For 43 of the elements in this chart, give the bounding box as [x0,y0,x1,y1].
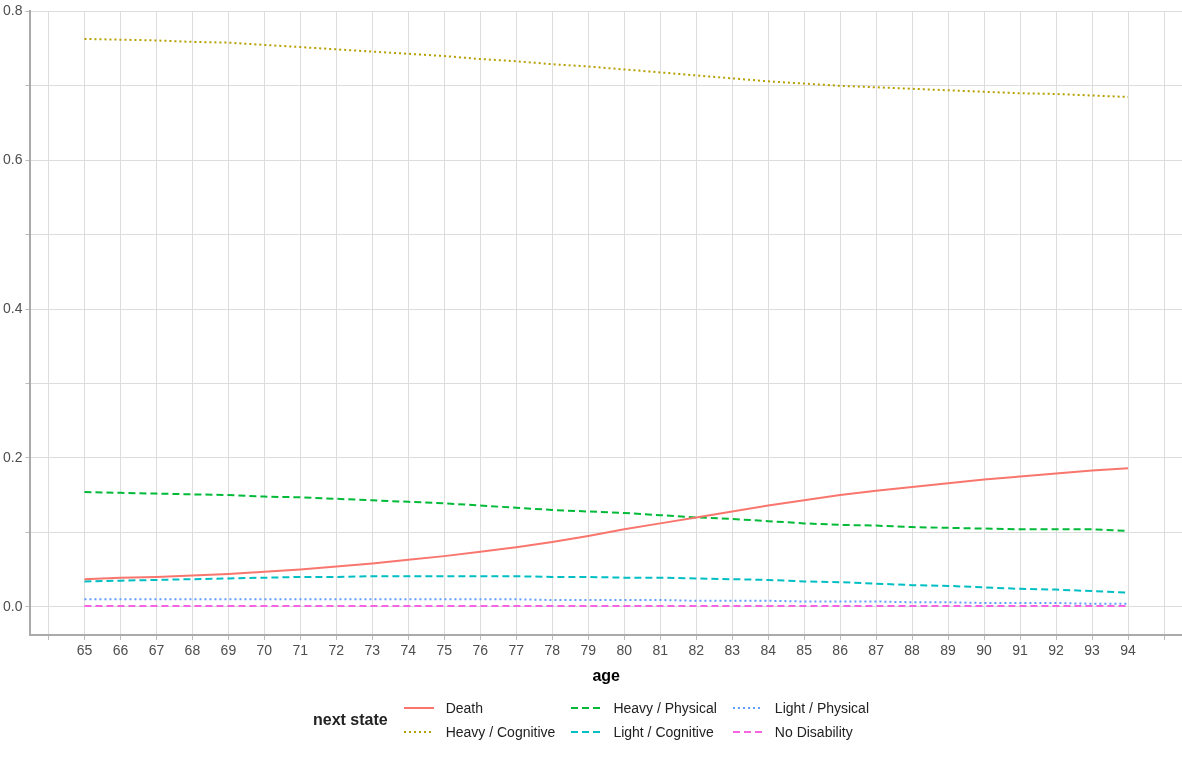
x-tick-label: 83 [724,642,741,659]
x-tick-label: 82 [688,642,705,659]
x-tick-label: 87 [868,642,885,659]
x-tick-label: 74 [400,642,417,659]
y-tick-label: 0.2 [2,448,23,465]
x-tick-label: 92 [1048,642,1065,659]
x-tick-label: 85 [796,642,813,659]
x-tick-label: 84 [760,642,777,659]
x-axis-title: age [592,666,621,684]
x-tick-label: 69 [220,642,237,659]
legend-label: Light / Cognitive [613,724,714,740]
legend-label: Light / Physical [774,700,870,716]
x-tick-label: 75 [436,642,453,659]
x-tick-label: 89 [940,642,957,659]
x-tick-label: 65 [76,642,93,659]
x-tick-label: 80 [616,642,633,659]
x-tick-label: 91 [1012,642,1029,659]
x-tick-label: 93 [1084,642,1101,659]
x-tick-label: 79 [580,642,597,659]
y-tick-label: 0.0 [2,597,23,614]
x-tick-label: 94 [1120,642,1137,659]
x-tick-label: 81 [652,642,669,659]
x-tick-label: 90 [976,642,993,659]
legend-title: next state [312,711,388,729]
x-tick-label: 71 [292,642,309,659]
x-tick-label: 70 [256,642,273,659]
x-tick-label: 68 [184,642,201,659]
x-tick-label: 77 [508,642,525,659]
y-tick-label: 0.6 [2,151,23,168]
x-tick-label: 88 [904,642,921,659]
x-tick-label: 76 [472,642,489,659]
legend-label: Death [445,700,484,716]
x-tick-label: 78 [544,642,561,659]
x-tick-label: 67 [148,642,165,659]
y-tick-label: 0.8 [2,2,23,19]
legend-label: No Disability [774,724,853,740]
x-tick-label: 86 [832,642,849,659]
x-tick-label: 72 [328,642,345,659]
legend-label: Heavy / Cognitive [445,724,556,740]
x-tick-label: 73 [364,642,381,659]
y-tick-label: 0.4 [2,299,23,316]
x-tick-label: 66 [112,642,129,659]
legend-label: Heavy / Physical [613,700,717,716]
